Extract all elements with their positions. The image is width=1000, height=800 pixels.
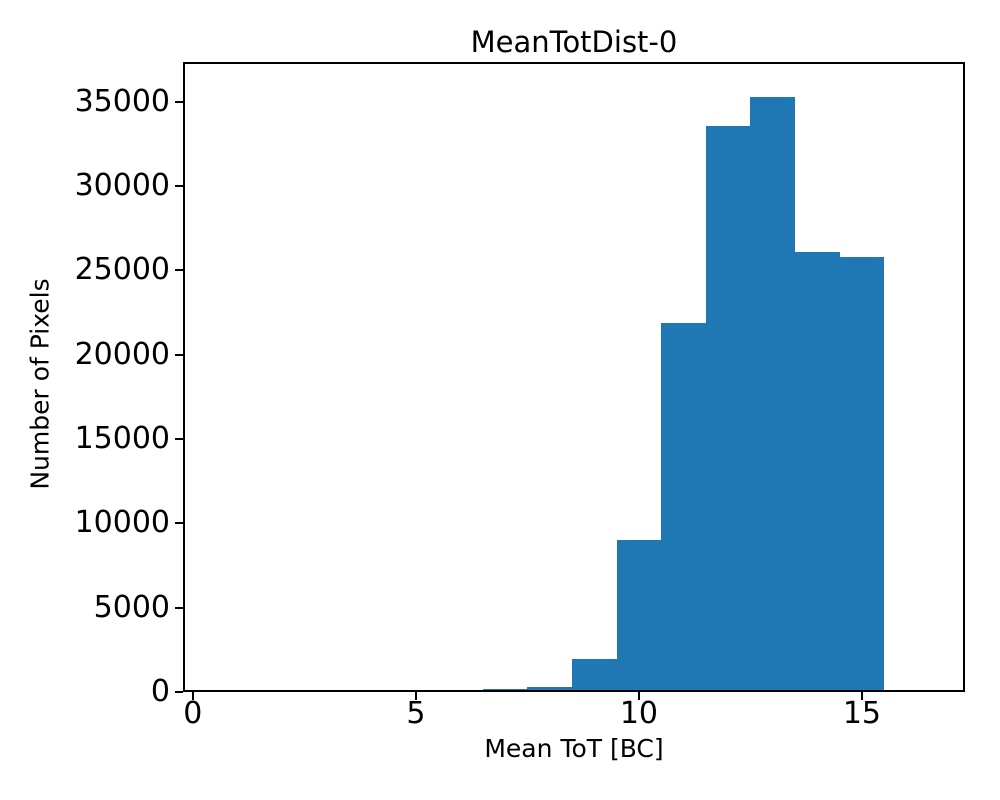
x-tick-label: 5 (406, 696, 426, 731)
y-tick-label: 15000 (74, 420, 170, 456)
histogram-bar (482, 688, 528, 692)
y-tick-mark (175, 100, 183, 103)
y-tick-label: 35000 (74, 83, 170, 119)
y-tick-mark (175, 522, 183, 525)
y-tick-label: 10000 (74, 505, 170, 541)
y-tick-mark (175, 269, 183, 272)
y-tick-mark (175, 353, 183, 356)
y-tick-label: 0 (150, 674, 170, 709)
histogram-bar (795, 251, 840, 692)
x-tick-label: 0 (183, 696, 203, 731)
y-tick-mark (175, 606, 183, 609)
y-tick-label: 5000 (93, 589, 170, 625)
x-tick-label: 10 (619, 696, 658, 731)
y-tick-mark (175, 691, 183, 693)
y-tick-label: 30000 (74, 167, 170, 203)
plot-area (183, 62, 965, 692)
x-tick-mark (860, 692, 863, 700)
x-tick-label: 15 (842, 696, 882, 731)
histogram-bar (527, 686, 572, 692)
histogram-bar (839, 256, 885, 692)
histogram-bar (661, 322, 706, 692)
x-tick-mark (414, 692, 417, 700)
chart-title: MeanTotDist-0 (470, 25, 678, 59)
histogram-bar (705, 126, 751, 692)
y-axis-label: Number of Pixels (25, 278, 55, 490)
y-tick-mark (175, 184, 183, 187)
y-tick-label: 20000 (74, 336, 170, 372)
histogram-bar (616, 540, 662, 692)
x-tick-mark (637, 692, 640, 700)
histogram-bar (571, 659, 617, 692)
histogram-bar (750, 96, 796, 692)
y-tick-mark (175, 437, 183, 440)
x-tick-mark (191, 692, 194, 700)
x-axis-label: Mean ToT [BC] (484, 734, 664, 763)
y-tick-label: 25000 (74, 252, 170, 288)
